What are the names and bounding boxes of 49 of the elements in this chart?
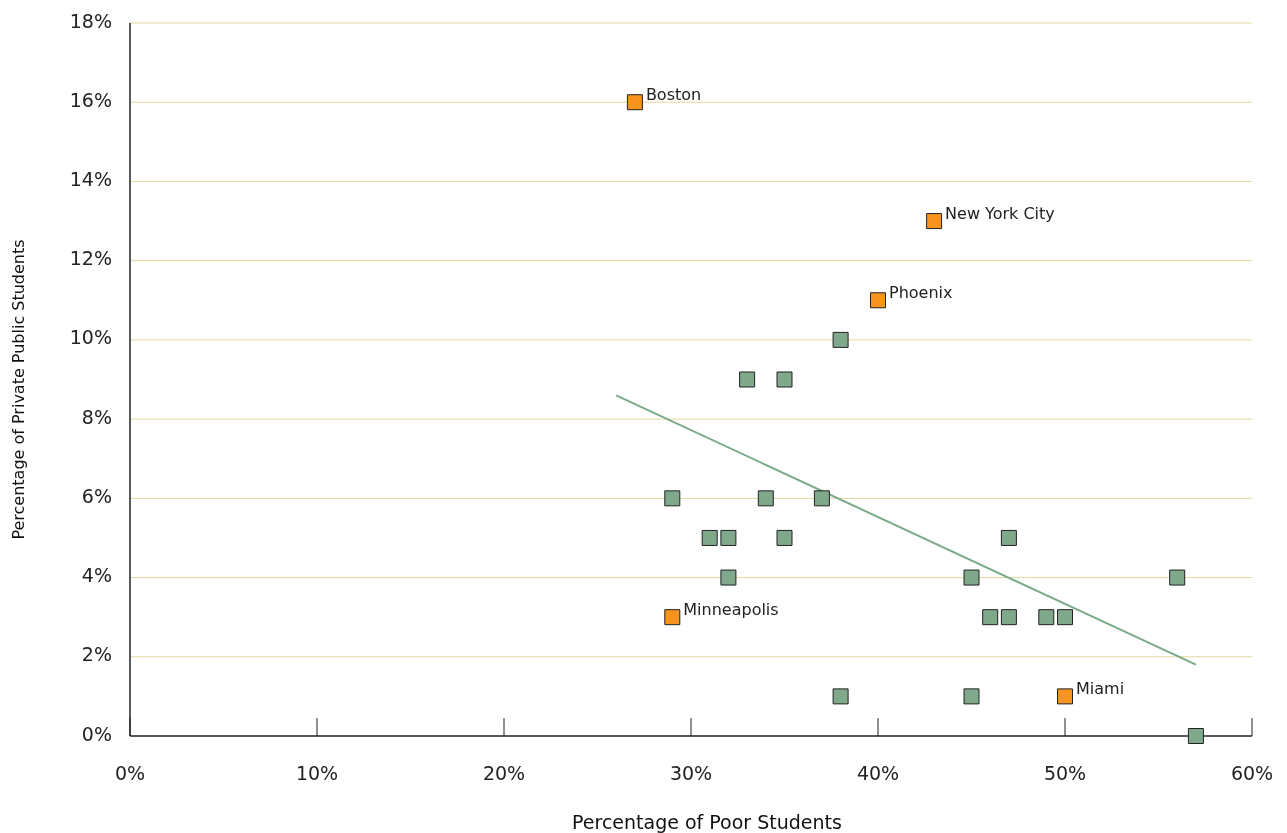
y-tick-label: 6%	[81, 484, 112, 507]
point	[757, 490, 774, 507]
x-axis-title: Percentage of Poor Students	[572, 811, 842, 833]
point	[813, 490, 830, 507]
point	[963, 569, 980, 586]
point	[832, 688, 849, 705]
annotation: Minneapolis	[683, 600, 779, 620]
annotation: Boston	[645, 85, 702, 105]
point	[664, 609, 681, 626]
y-tick-label: 8%	[81, 405, 112, 428]
point	[832, 331, 849, 348]
x-tick-label: 20%	[482, 762, 526, 784]
point	[1169, 569, 1186, 586]
point	[720, 529, 737, 546]
point	[926, 213, 943, 230]
point	[720, 569, 737, 586]
point	[1057, 609, 1073, 626]
point	[626, 94, 643, 111]
x-tick-label: 40%	[856, 762, 900, 784]
y-tick-label: 14%	[69, 167, 112, 190]
point	[870, 292, 886, 309]
point	[1057, 688, 1073, 705]
y-tick-label: 2%	[81, 643, 112, 666]
x-tick-label: 10%	[295, 762, 339, 784]
point	[982, 609, 999, 626]
point	[1187, 728, 1204, 744]
point	[776, 529, 793, 546]
annotation: Phoenix	[889, 283, 953, 303]
annotation: Miami	[1076, 679, 1125, 699]
point	[1000, 609, 1017, 626]
x-tick-label: 30%	[669, 762, 713, 784]
y-tick-label: 10%	[69, 326, 112, 349]
point	[664, 490, 681, 507]
x-tick-label: 60%	[1230, 762, 1274, 784]
point	[963, 688, 980, 705]
point	[1038, 609, 1055, 626]
y-axis-title: Percentage of Private Public Students	[9, 239, 28, 540]
y-tick-label: 18%	[69, 9, 112, 32]
point	[776, 371, 793, 388]
point	[701, 529, 718, 546]
x-tick-label: 50%	[1043, 762, 1087, 784]
y-tick-label: 12%	[69, 247, 112, 270]
y-tick-label: 4%	[81, 564, 112, 587]
point	[1000, 529, 1017, 546]
point	[739, 371, 756, 388]
x-tick-label: 0%	[114, 762, 146, 784]
annotation: New York City	[945, 204, 1055, 224]
y-tick-label: 0%	[81, 722, 112, 745]
y-tick-label: 16%	[69, 88, 112, 111]
